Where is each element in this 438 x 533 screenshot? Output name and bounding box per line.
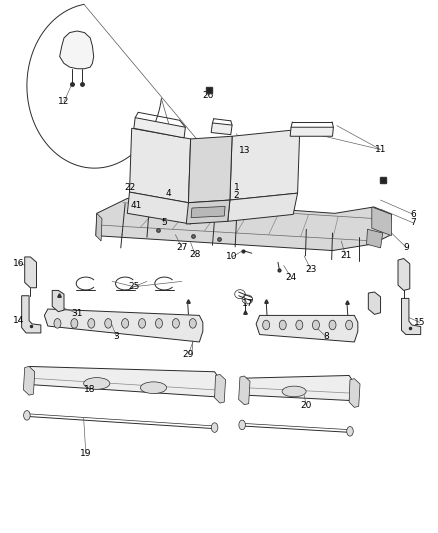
Ellipse shape [263,320,270,330]
Polygon shape [96,198,392,251]
Ellipse shape [173,319,180,328]
Text: 13: 13 [240,146,251,155]
Text: 28: 28 [189,250,201,259]
Text: 11: 11 [375,145,386,154]
Ellipse shape [88,319,95,328]
Ellipse shape [141,382,166,393]
Polygon shape [239,376,250,405]
Text: 19: 19 [80,449,92,458]
Polygon shape [23,367,35,395]
Ellipse shape [189,319,196,328]
Polygon shape [402,298,421,335]
Text: 41: 41 [131,201,142,210]
Text: 23: 23 [305,265,316,273]
Polygon shape [60,31,94,69]
Polygon shape [21,296,41,333]
Text: 18: 18 [85,385,96,394]
Polygon shape [367,229,383,248]
Polygon shape [398,259,410,290]
Ellipse shape [329,320,336,330]
Text: 15: 15 [414,318,426,327]
Text: 2: 2 [233,191,239,200]
Polygon shape [215,374,226,403]
Ellipse shape [54,319,61,328]
Ellipse shape [84,377,110,389]
Ellipse shape [155,319,162,328]
Polygon shape [211,123,232,135]
Ellipse shape [347,426,353,436]
Text: 16: 16 [13,259,25,268]
Polygon shape [368,292,381,314]
Polygon shape [25,257,36,288]
Ellipse shape [105,319,112,328]
Text: 6: 6 [410,210,416,219]
Polygon shape [130,128,191,203]
Text: 5: 5 [162,219,167,228]
Polygon shape [191,206,225,217]
Text: 4: 4 [166,189,172,198]
Ellipse shape [312,320,319,330]
Polygon shape [52,290,64,312]
Ellipse shape [138,319,145,328]
Text: 12: 12 [58,97,70,106]
Polygon shape [243,375,353,400]
Text: 25: 25 [128,282,140,291]
Text: 8: 8 [323,332,329,341]
Text: 22: 22 [124,183,135,192]
Ellipse shape [239,420,245,430]
Ellipse shape [212,423,218,432]
Text: 20: 20 [300,401,312,410]
Text: 27: 27 [176,243,187,252]
Text: 7: 7 [410,219,416,228]
Text: 10: 10 [226,253,238,261]
Text: 17: 17 [242,299,253,308]
Polygon shape [27,367,218,397]
Text: 9: 9 [404,244,410,253]
Text: 1: 1 [233,183,239,192]
Polygon shape [349,378,360,407]
Ellipse shape [296,320,303,330]
Polygon shape [372,207,392,236]
Polygon shape [256,316,358,342]
Text: 21: 21 [340,252,351,260]
Polygon shape [188,136,232,203]
Ellipse shape [122,319,129,328]
Polygon shape [228,193,297,221]
Ellipse shape [282,386,306,397]
Polygon shape [186,200,230,224]
Polygon shape [127,192,191,224]
Polygon shape [134,118,185,138]
Ellipse shape [279,320,286,330]
Polygon shape [44,309,203,342]
Text: 3: 3 [113,332,119,341]
Polygon shape [290,127,333,136]
Text: 29: 29 [183,350,194,359]
Polygon shape [96,213,102,241]
Text: 14: 14 [12,316,24,325]
Polygon shape [230,130,300,200]
Ellipse shape [24,410,30,420]
Ellipse shape [346,320,353,330]
Text: 31: 31 [71,309,83,318]
Ellipse shape [71,319,78,328]
Text: 26: 26 [202,91,214,100]
Text: 24: 24 [286,273,297,281]
